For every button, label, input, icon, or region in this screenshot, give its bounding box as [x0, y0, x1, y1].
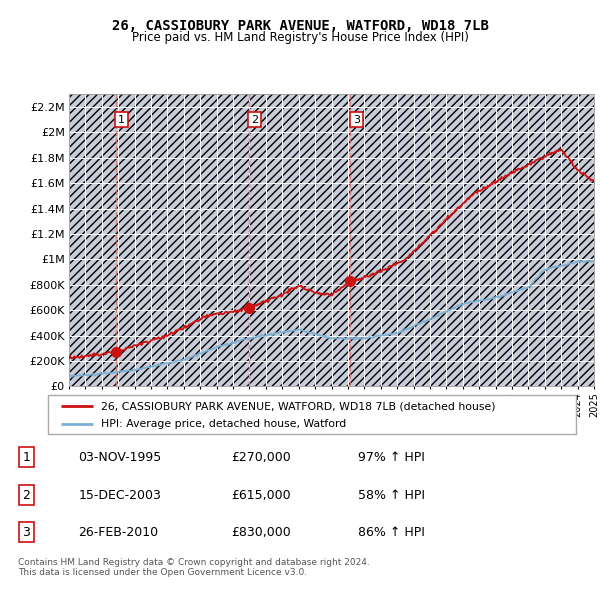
Text: 86% ↑ HPI: 86% ↑ HPI	[358, 526, 424, 539]
Text: 58% ↑ HPI: 58% ↑ HPI	[358, 489, 425, 502]
Text: 03-NOV-1995: 03-NOV-1995	[78, 451, 161, 464]
Text: 1: 1	[22, 451, 31, 464]
Text: £830,000: £830,000	[231, 526, 290, 539]
Text: £615,000: £615,000	[231, 489, 290, 502]
Text: Contains HM Land Registry data © Crown copyright and database right 2024.
This d: Contains HM Land Registry data © Crown c…	[18, 558, 370, 577]
Text: £270,000: £270,000	[231, 451, 290, 464]
Text: 26-FEB-2010: 26-FEB-2010	[78, 526, 158, 539]
Text: 3: 3	[353, 114, 360, 124]
Text: 1: 1	[118, 114, 125, 124]
Text: 2: 2	[251, 114, 258, 124]
Text: 3: 3	[22, 526, 31, 539]
Text: HPI: Average price, detached house, Watford: HPI: Average price, detached house, Watf…	[101, 419, 346, 429]
Text: 97% ↑ HPI: 97% ↑ HPI	[358, 451, 424, 464]
Text: 2: 2	[22, 489, 31, 502]
Text: Price paid vs. HM Land Registry's House Price Index (HPI): Price paid vs. HM Land Registry's House …	[131, 31, 469, 44]
Text: 26, CASSIOBURY PARK AVENUE, WATFORD, WD18 7LB (detached house): 26, CASSIOBURY PARK AVENUE, WATFORD, WD1…	[101, 401, 496, 411]
Text: 26, CASSIOBURY PARK AVENUE, WATFORD, WD18 7LB: 26, CASSIOBURY PARK AVENUE, WATFORD, WD1…	[112, 19, 488, 33]
Text: 15-DEC-2003: 15-DEC-2003	[78, 489, 161, 502]
